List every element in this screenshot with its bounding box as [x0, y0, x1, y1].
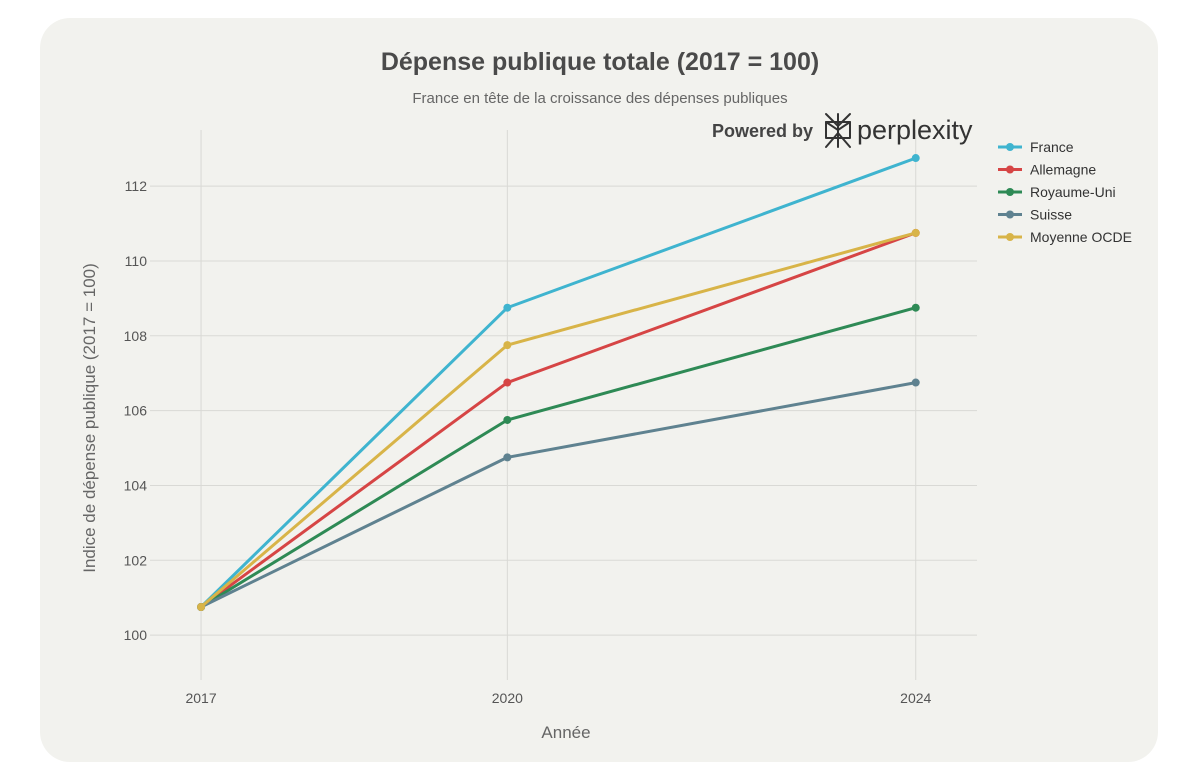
data-point: [503, 341, 512, 350]
series-line: [199, 156, 918, 609]
perplexity-logo-icon: [825, 113, 851, 148]
perplexity-brand-name: perplexity: [857, 115, 973, 145]
legend-item[interactable]: Suisse: [998, 207, 1072, 223]
legend-label: Suisse: [1030, 207, 1072, 223]
powered-by-badge: Powered by perplexity: [712, 113, 973, 148]
legend-marker: [1006, 233, 1014, 241]
series-moyenne-ocde: [197, 228, 920, 612]
series-line: [199, 381, 918, 609]
legend-marker: [1006, 188, 1014, 196]
legend-marker: [1006, 165, 1014, 174]
y-tick-label: 102: [124, 552, 148, 568]
series-royaume-uni: [197, 303, 920, 612]
axis-ticks: 100 102 104 106 108 110 112 2017 2020 2024: [124, 178, 932, 706]
data-point: [911, 154, 920, 163]
legend-label: Allemagne: [1030, 162, 1096, 178]
data-point: [503, 303, 512, 312]
chart-card: [40, 18, 1158, 762]
series-lines: [197, 154, 920, 612]
legend-label: France: [1030, 139, 1074, 155]
chart-title: Dépense publique totale (2017 = 100): [381, 48, 819, 76]
y-tick-label: 110: [125, 253, 148, 269]
chart-subtitle: France en tête de la croissance des dépe…: [412, 90, 787, 107]
x-tick-label: 2017: [185, 690, 216, 706]
series-suisse: [197, 378, 920, 612]
x-axis-title: Année: [541, 723, 590, 742]
series-line: [199, 306, 918, 609]
legend-item[interactable]: Moyenne OCDE: [998, 229, 1132, 245]
legend-marker: [1006, 210, 1014, 219]
data-point: [503, 453, 512, 462]
powered-by-text: Powered by: [712, 121, 813, 141]
data-point: [503, 378, 512, 387]
data-point: [503, 415, 512, 424]
x-tick-label: 2024: [900, 690, 931, 706]
legend-marker: [1006, 143, 1014, 151]
legend[interactable]: France Allemagne Royaume-Uni Suisse Moyenne …: [998, 139, 1132, 245]
data-point: [197, 603, 206, 612]
y-axis-title: Indice de dépense publique (2017 = 100): [80, 263, 99, 573]
legend-item[interactable]: Royaume-Uni: [998, 184, 1116, 200]
x-tick-label: 2020: [492, 690, 523, 706]
y-tick-label: 106: [124, 403, 148, 419]
y-tick-label: 112: [125, 178, 148, 194]
y-tick-label: 104: [124, 477, 148, 493]
data-point: [911, 228, 920, 237]
legend-item[interactable]: Allemagne: [998, 162, 1096, 178]
series-allemagne: [197, 228, 920, 612]
y-tick-label: 108: [124, 328, 148, 344]
data-point: [911, 303, 920, 312]
data-point: [911, 378, 920, 387]
legend-label: Royaume-Uni: [1030, 184, 1116, 200]
y-tick-label: 100: [124, 627, 148, 643]
legend-label: Moyenne OCDE: [1030, 229, 1132, 245]
legend-item[interactable]: France: [998, 139, 1074, 155]
